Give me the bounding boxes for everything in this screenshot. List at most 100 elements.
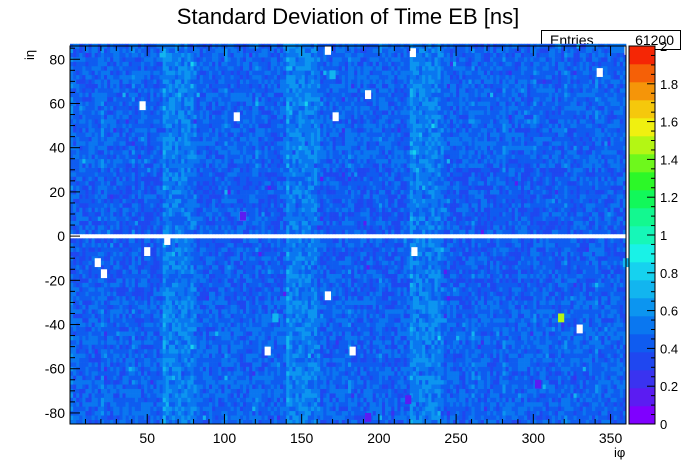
- heatmap-cell: [113, 114, 117, 120]
- heatmap-cell: [212, 167, 216, 173]
- heatmap-cell: [94, 269, 99, 275]
- heatmap-cell: [196, 353, 201, 359]
- heatmap-cell: [212, 309, 216, 314]
- heatmap-cell: [141, 172, 145, 177]
- heatmap-cell: [212, 127, 216, 133]
- heatmap-cell: [184, 202, 188, 208]
- heatmap-cell: [187, 300, 191, 305]
- heatmap-cell: [193, 52, 197, 58]
- heatmap-cell: [227, 83, 231, 89]
- heatmap-cell: [171, 194, 176, 199]
- heatmap-cell: [239, 326, 244, 332]
- heatmap-cell: [107, 260, 111, 266]
- heatmap-cell: [175, 88, 179, 93]
- heatmap-cell: [79, 114, 83, 120]
- heatmap-cell: [175, 194, 179, 199]
- heatmap-cell: [82, 331, 86, 336]
- heatmap-cell: [88, 313, 92, 319]
- heatmap-cell: [193, 88, 197, 93]
- heatmap-cell: [239, 295, 244, 301]
- heatmap-cell: [97, 92, 102, 98]
- heatmap-cell: [156, 132, 160, 137]
- heatmap-cell: [94, 79, 99, 84]
- heatmap-cell: [128, 101, 133, 107]
- heatmap-cell: [141, 251, 145, 257]
- heatmap-cell: [236, 388, 241, 394]
- heatmap-cell: [184, 216, 188, 221]
- heatmap-cell: [178, 388, 182, 394]
- heatmap-cell: [199, 101, 204, 107]
- heatmap-cell: [144, 105, 148, 111]
- heatmap-cell: [193, 300, 197, 305]
- heatmap-cell: [239, 189, 244, 195]
- heatmap-cell: [88, 331, 92, 336]
- heatmap-cell: [125, 273, 130, 279]
- heatmap-cell: [190, 406, 194, 412]
- heatmap-cell: [144, 207, 148, 213]
- heatmap-cell: [236, 211, 241, 217]
- heatmap-cell: [199, 96, 204, 102]
- heatmap-cell: [122, 52, 126, 58]
- heatmap-cell: [150, 353, 154, 359]
- heatmap-cell: [209, 375, 213, 381]
- heatmap-cell: [85, 189, 89, 195]
- heatmap-cell: [128, 79, 133, 84]
- heatmap-cell: [205, 118, 210, 124]
- heatmap-cell: [73, 340, 77, 345]
- heatmap-cell: [212, 114, 216, 120]
- heatmap-cell: [70, 286, 74, 292]
- heatmap-cell: [168, 326, 173, 332]
- heatmap-cell: [110, 167, 114, 173]
- heatmap-cell: [212, 370, 216, 376]
- heatmap-cell: [134, 207, 139, 213]
- heatmap-cell: [202, 260, 207, 266]
- heatmap-cell: [131, 256, 136, 261]
- heatmap-cell: [116, 379, 120, 385]
- heatmap-cell: [215, 393, 219, 398]
- heatmap-cell: [116, 313, 120, 319]
- heatmap-cell: [91, 273, 96, 279]
- heatmap-cell: [184, 101, 188, 107]
- heatmap-cell: [175, 326, 179, 332]
- heatmap-cell: [100, 79, 105, 84]
- heatmap-cell: [221, 260, 225, 266]
- heatmap-cell: [134, 340, 139, 345]
- heatmap-cell: [144, 83, 148, 89]
- heatmap-cell: [103, 317, 108, 323]
- heatmap-cell: [187, 149, 191, 155]
- heatmap-cell: [79, 61, 83, 67]
- heatmap-cell: [184, 397, 188, 403]
- heatmap-cell: [76, 344, 80, 350]
- heatmap-cell: [73, 92, 77, 98]
- heatmap-cell: [236, 101, 241, 107]
- heatmap-cell: [168, 304, 173, 310]
- heatmap-cell: [168, 229, 173, 235]
- heatmap-cell: [156, 419, 160, 425]
- heatmap-cell: [202, 149, 207, 155]
- heatmap-cell: [218, 357, 222, 363]
- heatmap-cell: [91, 415, 96, 420]
- heatmap-cell: [125, 88, 130, 93]
- heatmap-cell: [110, 370, 114, 376]
- heatmap-cell: [134, 110, 139, 115]
- heatmap-cell: [82, 304, 86, 310]
- heatmap-cell: [218, 48, 222, 53]
- heatmap-cell: [165, 158, 170, 164]
- heatmap-cell: [122, 322, 126, 328]
- heatmap-cell: [246, 57, 250, 62]
- heatmap-cell: [128, 180, 133, 186]
- heatmap-cell: [242, 123, 247, 129]
- heatmap-cell: [116, 194, 120, 199]
- heatmap-cell: [246, 225, 250, 230]
- heatmap-cell: [141, 110, 145, 115]
- heatmap-cell: [100, 145, 105, 151]
- heatmap-cell: [162, 216, 167, 221]
- heatmap-cell: [165, 384, 170, 389]
- heatmap-cell: [137, 145, 142, 151]
- heatmap-cell: [168, 167, 173, 173]
- heatmap-cell: [119, 322, 123, 328]
- heatmap-cell: [73, 406, 77, 412]
- heatmap-cell: [131, 70, 136, 76]
- heatmap-cell: [193, 322, 197, 328]
- stats-value: 61200: [635, 32, 674, 48]
